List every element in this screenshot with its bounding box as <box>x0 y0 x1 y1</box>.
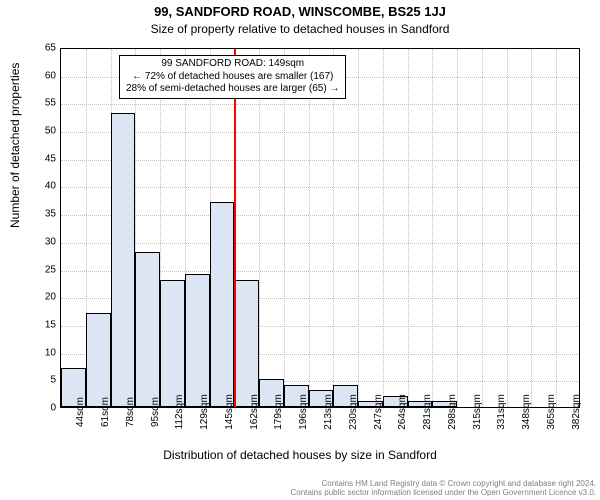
y-tick-label: 50 <box>45 126 56 137</box>
gridline-h <box>61 160 579 161</box>
x-tick-label: 162sqm <box>249 394 260 430</box>
y-tick-label: 60 <box>45 70 56 81</box>
histogram-bar <box>185 274 210 407</box>
gridline-v <box>358 49 359 407</box>
gridline-v <box>556 49 557 407</box>
gridline-h <box>61 187 579 188</box>
reference-line <box>234 49 236 407</box>
x-axis-label: Distribution of detached houses by size … <box>0 448 600 462</box>
x-tick-label: 298sqm <box>447 394 458 430</box>
gridline-v <box>259 49 260 407</box>
y-tick-label: 20 <box>45 292 56 303</box>
x-tick-label: 179sqm <box>273 394 284 430</box>
annotation-line-3: 28% of semi-detached houses are larger (… <box>126 83 339 96</box>
footer-credits: Contains HM Land Registry data © Crown c… <box>0 479 596 498</box>
gridline-v <box>457 49 458 407</box>
y-tick-label: 10 <box>45 347 56 358</box>
x-tick-label: 196sqm <box>298 394 309 430</box>
footer-line-1: Contains HM Land Registry data © Crown c… <box>0 479 596 489</box>
x-tick-label: 264sqm <box>397 394 408 430</box>
histogram-bar <box>160 280 185 407</box>
x-tick-label: 145sqm <box>224 394 235 430</box>
gridline-h <box>61 215 579 216</box>
x-tick-label: 129sqm <box>199 394 210 430</box>
x-tick-label: 348sqm <box>521 394 532 430</box>
y-tick-label: 15 <box>45 319 56 330</box>
histogram-bar <box>111 113 136 407</box>
x-tick-label: 247sqm <box>373 394 384 430</box>
annotation-line-2: ← 72% of detached houses are smaller (16… <box>126 71 339 84</box>
chart-subtitle: Size of property relative to detached ho… <box>0 22 600 36</box>
gridline-v <box>432 49 433 407</box>
histogram-bar <box>210 202 235 407</box>
y-tick-label: 25 <box>45 264 56 275</box>
y-tick-label: 0 <box>50 403 56 414</box>
x-tick-label: 382sqm <box>571 394 582 430</box>
gridline-v <box>482 49 483 407</box>
y-tick-label: 30 <box>45 236 56 247</box>
x-tick-label: 78sqm <box>125 397 136 427</box>
x-tick-label: 44sqm <box>75 397 86 427</box>
gridline-v <box>531 49 532 407</box>
plot-area: 99 SANDFORD ROAD: 149sqm ← 72% of detach… <box>60 48 580 408</box>
histogram-bar <box>135 252 160 407</box>
y-tick-label: 55 <box>45 98 56 109</box>
x-tick-label: 61sqm <box>100 397 111 427</box>
chart-title-address: 99, SANDFORD ROAD, WINSCOMBE, BS25 1JJ <box>0 4 600 19</box>
y-tick-label: 40 <box>45 181 56 192</box>
y-tick-label: 35 <box>45 209 56 220</box>
footer-line-2: Contains public sector information licen… <box>0 488 596 498</box>
gridline-h <box>61 243 579 244</box>
gridline-v <box>408 49 409 407</box>
x-tick-label: 365sqm <box>546 394 557 430</box>
gridline-v <box>284 49 285 407</box>
y-tick-label: 5 <box>50 375 56 386</box>
histogram-bar <box>234 280 259 407</box>
gridline-h <box>61 132 579 133</box>
histogram-bar <box>86 313 111 407</box>
y-tick-label: 65 <box>45 43 56 54</box>
gridline-v <box>333 49 334 407</box>
x-tick-label: 281sqm <box>422 394 433 430</box>
gridline-h <box>61 104 579 105</box>
gridline-v <box>383 49 384 407</box>
x-tick-label: 230sqm <box>348 394 359 430</box>
annotation-box: 99 SANDFORD ROAD: 149sqm ← 72% of detach… <box>119 55 346 99</box>
x-tick-label: 95sqm <box>150 397 161 427</box>
gridline-v <box>507 49 508 407</box>
x-tick-label: 315sqm <box>472 394 483 430</box>
y-tick-label: 45 <box>45 153 56 164</box>
annotation-line-1: 99 SANDFORD ROAD: 149sqm <box>126 58 339 71</box>
x-tick-label: 112sqm <box>174 395 185 430</box>
x-tick-label: 331sqm <box>496 394 507 430</box>
chart-container: 99, SANDFORD ROAD, WINSCOMBE, BS25 1JJ S… <box>0 0 600 500</box>
y-axis-label: Number of detached properties <box>8 63 22 228</box>
gridline-v <box>309 49 310 407</box>
x-tick-label: 213sqm <box>323 394 334 430</box>
